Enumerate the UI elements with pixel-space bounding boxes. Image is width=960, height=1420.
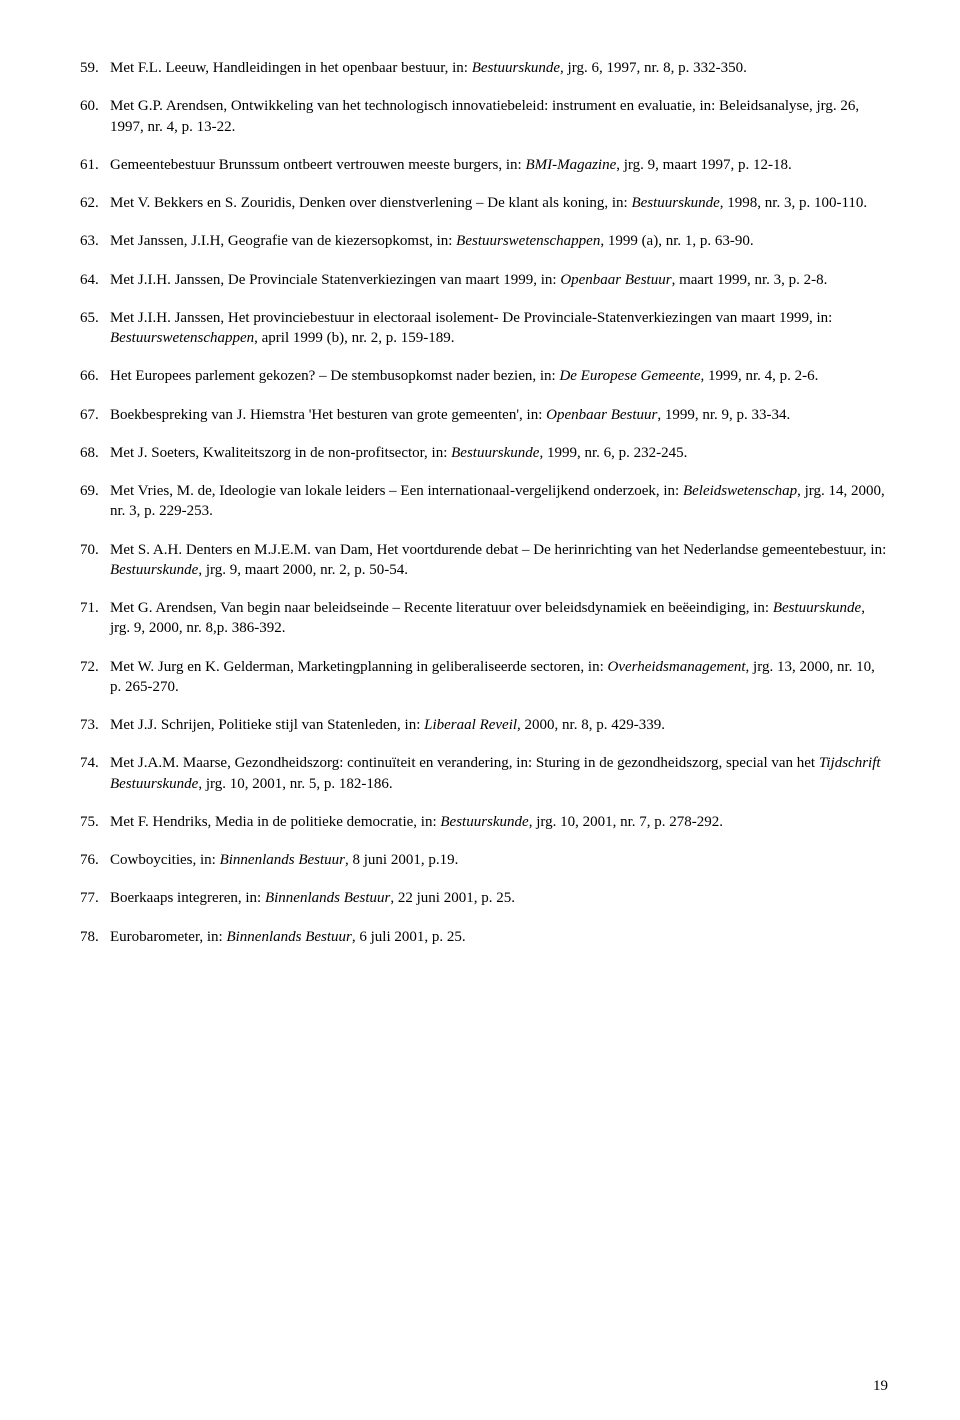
reference-item: Met J.J. Schrijen, Politieke stijl van S… [80,715,888,735]
reference-item: Het Europees parlement gekozen? – De ste… [80,366,888,386]
reference-item: Met S. A.H. Denters en M.J.E.M. van Dam,… [80,540,888,581]
reference-item: Met J.A.M. Maarse, Gezondheidszorg: cont… [80,753,888,794]
reference-item: Gemeentebestuur Brunssum ontbeert vertro… [80,155,888,175]
reference-item: Met V. Bekkers en S. Zouridis, Denken ov… [80,193,888,213]
reference-item: Cowboycities, in: Binnenlands Bestuur, 8… [80,850,888,870]
reference-item: Met G. Arendsen, Van begin naar beleidse… [80,598,888,639]
reference-item: Eurobarometer, in: Binnenlands Bestuur, … [80,927,888,947]
reference-item: Met G.P. Arendsen, Ontwikkeling van het … [80,96,888,137]
reference-item: Boekbespreking van J. Hiemstra 'Het best… [80,405,888,425]
reference-item: Met J. Soeters, Kwaliteitszorg in de non… [80,443,888,463]
page-number: 19 [873,1376,888,1396]
reference-item: Met Janssen, J.I.H, Geografie van de kie… [80,231,888,251]
reference-item: Met F.L. Leeuw, Handleidingen in het ope… [80,58,888,78]
reference-list: Met F.L. Leeuw, Handleidingen in het ope… [80,58,888,947]
reference-item: Boerkaaps integreren, in: Binnenlands Be… [80,888,888,908]
reference-item: Met J.I.H. Janssen, Het provinciebestuur… [80,308,888,349]
reference-item: Met J.I.H. Janssen, De Provinciale State… [80,270,888,290]
reference-item: Met W. Jurg en K. Gelderman, Marketingpl… [80,657,888,698]
reference-item: Met Vries, M. de, Ideologie van lokale l… [80,481,888,522]
reference-item: Met F. Hendriks, Media in de politieke d… [80,812,888,832]
